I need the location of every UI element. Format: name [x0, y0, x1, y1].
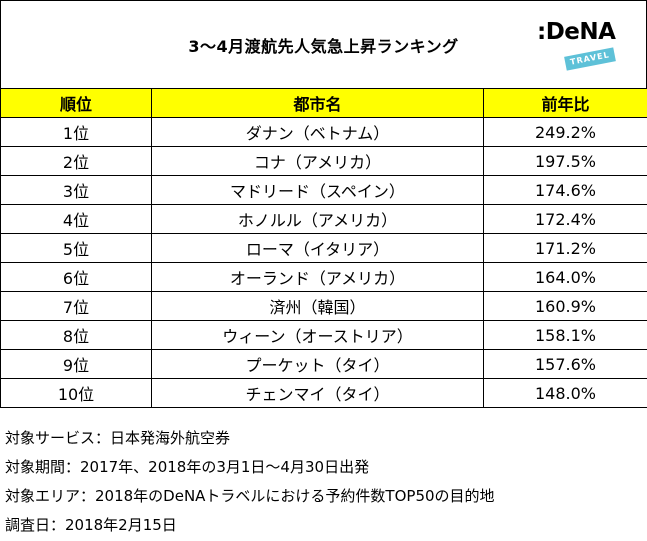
city-cell: マドリード（スペイン） [151, 175, 484, 205]
note-survey-date: 調査日：2018年2月15日 [5, 516, 177, 534]
city-cell: オーランド（アメリカ） [151, 262, 484, 292]
rank-cell: 9位 [0, 349, 152, 379]
city-cell: プーケット（タイ） [151, 349, 484, 379]
rank-cell: 3位 [0, 175, 152, 205]
table-row: 4位 ホノルル（アメリカ） 172.4% [0, 204, 647, 234]
ratio-cell: 172.4% [483, 204, 647, 234]
ratio-cell: 197.5% [483, 146, 647, 176]
page-title: 3〜4月渡航先人気急上昇ランキング [188, 37, 459, 56]
table-row: 6位 オーランド（アメリカ） 164.0% [0, 262, 647, 292]
city-cell: ローマ（イタリア） [151, 233, 484, 263]
footnotes: 対象サービス：日本発海外航空券 対象期間：2017年、2018年の3月1日〜4月… [5, 424, 495, 540]
ratio-cell: 174.6% [483, 175, 647, 205]
city-cell: コナ（アメリカ） [151, 146, 484, 176]
column-header-city: 都市名 [151, 88, 484, 118]
note-target-service: 対象サービス：日本発海外航空券 [5, 429, 231, 447]
rank-cell: 7位 [0, 291, 152, 321]
rank-cell: 6位 [0, 262, 152, 292]
table-row: 5位 ローマ（イタリア） 171.2% [0, 233, 647, 263]
table-row: 3位 マドリード（スペイン） 174.6% [0, 175, 647, 205]
logo-travel-tag: TRAVEL [564, 47, 616, 71]
title-box: 3〜4月渡航先人気急上昇ランキング :DeNA TRAVEL [0, 0, 647, 89]
table-row: 2位 コナ（アメリカ） 197.5% [0, 146, 647, 176]
ratio-cell: 164.0% [483, 262, 647, 292]
table-row: 8位 ウィーン（オーストリア） 158.1% [0, 320, 647, 350]
ratio-cell: 158.1% [483, 320, 647, 350]
rank-cell: 4位 [0, 204, 152, 234]
table-header-row: 順位 都市名 前年比 [0, 88, 647, 118]
city-cell: ウィーン（オーストリア） [151, 320, 484, 350]
ratio-cell: 249.2% [483, 117, 647, 147]
rank-cell: 2位 [0, 146, 152, 176]
ranking-table: 順位 都市名 前年比 1位 ダナン（ベトナム） 249.2% 2位 コナ（アメリ… [0, 88, 647, 408]
ratio-cell: 160.9% [483, 291, 647, 321]
column-header-ratio: 前年比 [483, 88, 647, 118]
rank-cell: 1位 [0, 117, 152, 147]
city-cell: ダナン（ベトナム） [151, 117, 484, 147]
ratio-cell: 171.2% [483, 233, 647, 263]
table-row: 7位 済州（韓国） 160.9% [0, 291, 647, 321]
rank-cell: 5位 [0, 233, 152, 263]
ratio-cell: 157.6% [483, 349, 647, 379]
logo-wordmark: :DeNA [537, 19, 616, 45]
column-header-rank: 順位 [0, 88, 152, 118]
table-row: 9位 プーケット（タイ） 157.6% [0, 349, 647, 379]
note-target-period: 対象期間：2017年、2018年の3月1日〜4月30日出発 [5, 458, 370, 476]
city-cell: チェンマイ（タイ） [151, 378, 484, 408]
table-row: 1位 ダナン（ベトナム） 249.2% [0, 117, 647, 147]
table-row: 10位 チェンマイ（タイ） 148.0% [0, 378, 647, 408]
dena-travel-logo: :DeNA TRAVEL [537, 19, 633, 73]
ratio-cell: 148.0% [483, 378, 647, 408]
note-target-area: 対象エリア：2018年のDeNAトラベルにおける予約件数TOP50の目的地 [5, 487, 495, 505]
rank-cell: 8位 [0, 320, 152, 350]
city-cell: ホノルル（アメリカ） [151, 204, 484, 234]
city-cell: 済州（韓国） [151, 291, 484, 321]
rank-cell: 10位 [0, 378, 152, 408]
